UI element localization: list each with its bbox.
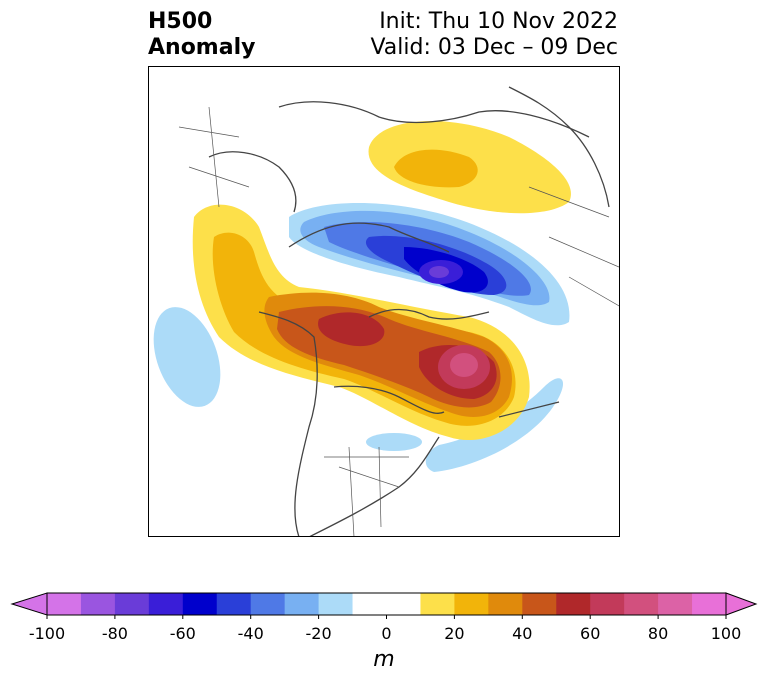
colorbar-tick-label: -20 xyxy=(305,624,332,643)
colorbar-tick-label: 80 xyxy=(647,624,669,643)
colorbar-segment xyxy=(148,593,184,615)
pacific-trough-contour xyxy=(153,307,221,407)
colorbar-segment xyxy=(80,593,116,615)
anomaly-map xyxy=(149,67,619,536)
colorbar-unit-label: m xyxy=(373,647,395,672)
greenland-coast xyxy=(498,401,560,418)
ridge-hudson-70 xyxy=(450,353,478,377)
eurasia-coast xyxy=(278,101,590,138)
colorbar-tick-label: -60 xyxy=(169,624,196,643)
russia-ridge-30 xyxy=(394,149,478,188)
colorbar-segment xyxy=(420,593,455,615)
colorbar-segment xyxy=(47,593,82,615)
canada-outline xyxy=(333,385,445,414)
init-time-label: Init: Thu 10 Nov 2022 xyxy=(379,9,618,34)
colorbar-tick-label: 40 xyxy=(512,624,533,643)
variable-label: H500 xyxy=(148,9,213,34)
colorbar-segment xyxy=(556,593,591,615)
colorbar-segment xyxy=(284,593,320,615)
arctic-coast xyxy=(288,222,450,253)
colorbar-tick-label: -80 xyxy=(101,624,128,643)
colorbar-tick-label: 100 xyxy=(710,624,742,643)
colorbar-segment xyxy=(488,593,523,615)
colorbar-tick-label: 20 xyxy=(444,624,465,643)
colorbar-tick-label: 0 xyxy=(381,624,392,643)
colorbar-segment xyxy=(318,593,354,615)
colorbar xyxy=(10,592,758,619)
colorbar-segment xyxy=(624,593,659,615)
ridge-alaska-50 xyxy=(318,312,385,347)
colorbar-segment xyxy=(386,593,421,615)
valid-period-label: Valid: 03 Dec – 09 Dec xyxy=(370,35,618,60)
scandinavia-coast xyxy=(208,151,297,213)
colorbar-tick-label: -100 xyxy=(28,624,66,643)
north-america-west-coast xyxy=(258,311,318,536)
colorbar-segment xyxy=(522,593,557,615)
colorbar-segment xyxy=(454,593,489,615)
colorbar-extend-min xyxy=(10,592,48,616)
colorbar-segment xyxy=(590,593,625,615)
colorbar-segment xyxy=(658,593,693,615)
europe-borders xyxy=(178,106,250,208)
title-left: H500 Anomaly xyxy=(148,9,255,61)
arctic-trough-core xyxy=(429,266,449,278)
russia-far-east-coast xyxy=(508,86,610,208)
colorbar-segment xyxy=(692,593,727,615)
title-right: Init: Thu 10 Nov 2022 Valid: 03 Dec – 09… xyxy=(370,9,618,61)
colorbar-extend-max xyxy=(725,592,758,616)
colorbar-tick-label: 60 xyxy=(580,624,601,643)
colorbar-segment xyxy=(250,593,286,615)
colorbar-segment xyxy=(182,593,218,615)
us-state-lines xyxy=(324,446,409,536)
borders xyxy=(178,106,619,536)
map-panel xyxy=(148,66,620,537)
field-type-label: Anomaly xyxy=(148,35,256,60)
colorbar-segment xyxy=(114,593,150,615)
colorbar-segment xyxy=(216,593,252,615)
coastlines xyxy=(208,86,610,536)
great-lakes-trough-contour xyxy=(366,433,422,451)
asia-borders xyxy=(528,186,619,307)
colorbar-tick-label: -40 xyxy=(237,624,264,643)
colorbar-segment xyxy=(352,593,387,615)
arctic-islands xyxy=(368,308,490,320)
